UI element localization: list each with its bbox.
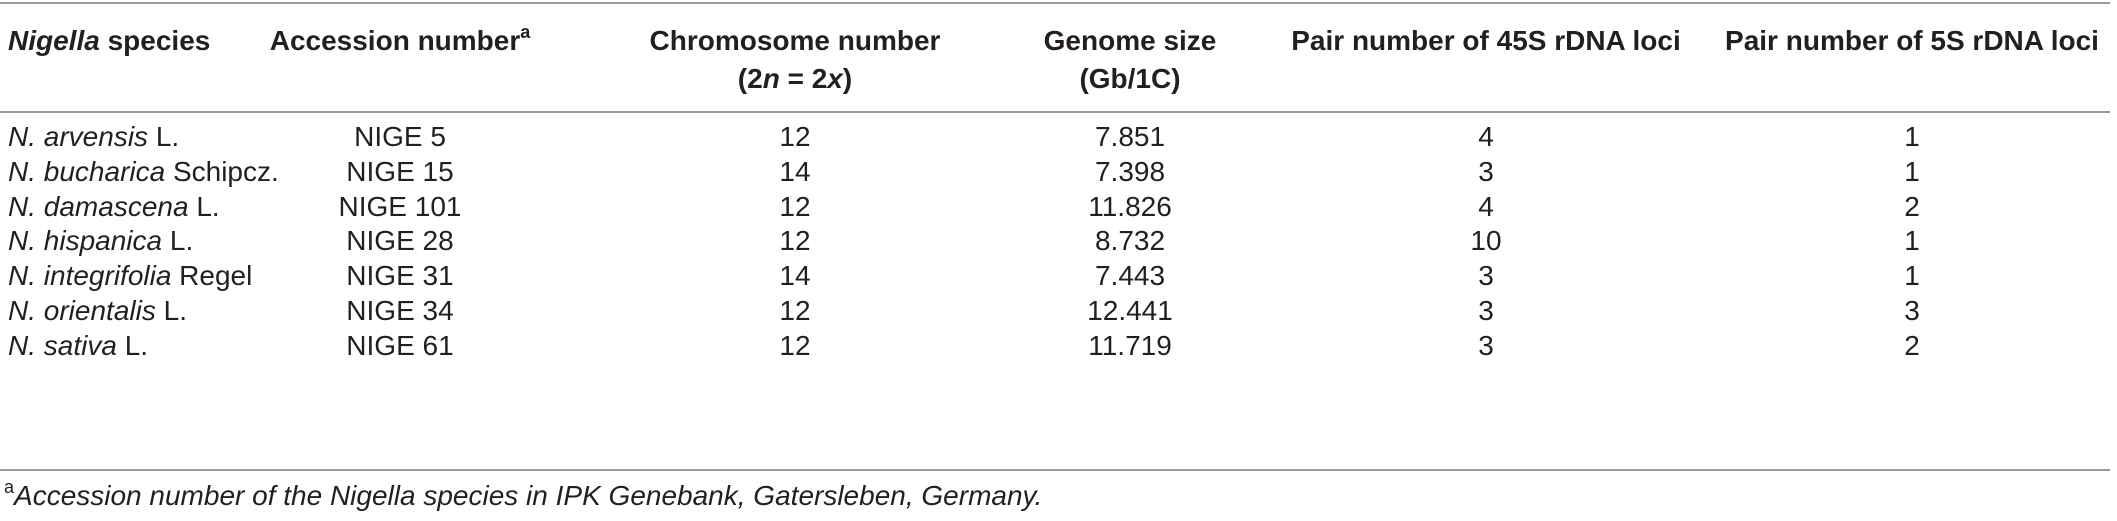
cell-genome-size: 8.732 bbox=[1094, 225, 1166, 257]
cell-genome-size: 7.443 bbox=[1094, 260, 1166, 292]
cell-accession: NIGE 28 bbox=[346, 225, 454, 257]
species-authority: L. bbox=[155, 295, 187, 326]
cell-genome-size: 11.719 bbox=[1088, 329, 1172, 361]
cell-45s-loci: 3 bbox=[1478, 329, 1494, 361]
cell-accession: NIGE 15 bbox=[346, 155, 454, 187]
cell-45s-loci: 3 bbox=[1478, 260, 1494, 292]
species-authority: Schipcz. bbox=[165, 155, 279, 187]
header-45s-loci: Pair number of 45S rDNA loci bbox=[1291, 25, 1681, 56]
species-name: N. damascena bbox=[8, 190, 189, 222]
cell-chromosome-number: 14 bbox=[779, 260, 811, 292]
cell-genome-size: 7.851 bbox=[1094, 121, 1166, 152]
cell-species: N. bucharica Schipcz. bbox=[8, 148, 279, 195]
cell-species: N. damascena L. bbox=[8, 183, 220, 230]
footnote-text: Accession number of the Nigella species … bbox=[14, 480, 1043, 511]
species-name: N. integrifolia bbox=[8, 260, 172, 292]
cell-accession: NIGE 31 bbox=[346, 260, 454, 292]
cell-species: N. integrifolia Regel bbox=[8, 252, 252, 299]
cell-5s-loci: 1 bbox=[1904, 155, 1920, 187]
species-authority: L. bbox=[148, 121, 180, 152]
cell-45s-loci: 4 bbox=[1478, 121, 1494, 152]
header-chromosome-line2: (2n = 2x) bbox=[650, 60, 941, 98]
header-chromosome-mid: = 2 bbox=[779, 63, 828, 94]
header-chromosome-close: ) bbox=[842, 63, 853, 94]
cell-5s-loci: 1 bbox=[1904, 225, 1920, 257]
species-name: N. sativa bbox=[8, 329, 117, 361]
table-bottom-rule bbox=[0, 469, 2110, 471]
table-header-rule bbox=[0, 111, 2110, 113]
footnote-marker: a bbox=[4, 476, 15, 497]
header-chromosome: Chromosome number (2n = 2x) bbox=[650, 22, 941, 98]
species-name: N. hispanica bbox=[8, 225, 163, 257]
cell-5s-loci: 3 bbox=[1904, 295, 1920, 326]
cell-species: N. hispanica L. bbox=[8, 217, 193, 264]
cell-genome-size: 12.441 bbox=[1087, 295, 1173, 326]
cell-chromosome-number: 12 bbox=[779, 329, 811, 361]
cell-accession: NIGE 101 bbox=[338, 190, 462, 222]
header-chromosome-open: (2 bbox=[737, 63, 763, 94]
cell-accession: NIGE 61 bbox=[346, 329, 454, 361]
cell-chromosome-number: 12 bbox=[779, 295, 811, 326]
header-chromosome-x: x bbox=[827, 63, 843, 94]
cell-45s-loci: 10 bbox=[1470, 225, 1502, 257]
header-accession-label: Accession number bbox=[269, 25, 521, 56]
species-authority: L. bbox=[188, 190, 220, 222]
cell-chromosome-number: 12 bbox=[779, 190, 811, 222]
species-authority: Regel bbox=[171, 260, 253, 292]
header-species: Nigella species bbox=[8, 22, 210, 60]
cell-45s-loci: 3 bbox=[1478, 155, 1494, 187]
cell-accession: NIGE 5 bbox=[354, 121, 446, 152]
header-genome-line2: (Gb/1C) bbox=[1079, 63, 1181, 94]
table-footnote: aAccession number of the Nigella species… bbox=[4, 477, 1042, 515]
cell-5s-loci: 1 bbox=[1904, 260, 1920, 292]
cell-45s-loci: 4 bbox=[1478, 190, 1494, 222]
table-row: N. bucharica Schipcz. NIGE 15 14 7.398 3 1 bbox=[0, 148, 2110, 195]
table-row: N. damascena L. NIGE 101 12 11.826 4 2 bbox=[0, 183, 2110, 230]
cell-5s-loci: 1 bbox=[1904, 121, 1920, 152]
cell-species: N. orientalis L. bbox=[8, 287, 187, 334]
table-row: N. hispanica L. NIGE 28 12 8.732 10 1 bbox=[0, 217, 2110, 264]
cell-chromosome-number: 12 bbox=[779, 225, 811, 257]
table-row: N. integrifolia Regel NIGE 31 14 7.443 3 1 bbox=[0, 252, 2110, 299]
header-chromosome-line1: Chromosome number bbox=[649, 25, 941, 56]
header-5s-loci: Pair number of 5S rDNA loci bbox=[1725, 25, 2099, 56]
species-name: N. orientalis bbox=[8, 295, 156, 326]
cell-chromosome-number: 12 bbox=[779, 121, 811, 152]
cell-45s-loci: 3 bbox=[1478, 295, 1494, 326]
header-genome-line1: Genome size bbox=[1043, 25, 1217, 56]
header-species-rest: species bbox=[99, 25, 211, 56]
species-authority: L. bbox=[162, 225, 194, 257]
species-name: N. bucharica bbox=[8, 155, 166, 187]
table-row: N. sativa L. NIGE 61 12 11.719 3 2 bbox=[0, 322, 2110, 369]
cell-chromosome-number: 14 bbox=[779, 155, 811, 187]
table-row: N. arvensis L. NIGE 5 12 7.851 4 1 bbox=[0, 113, 2110, 160]
species-authority: L. bbox=[116, 329, 149, 361]
table-row: N. orientalis L. NIGE 34 12 12.441 3 3 bbox=[0, 287, 2110, 334]
species-name: N. arvensis bbox=[8, 121, 149, 152]
header-accession-sup: a bbox=[520, 21, 531, 42]
cell-5s-loci: 2 bbox=[1904, 329, 1920, 361]
cell-accession: NIGE 34 bbox=[346, 295, 454, 326]
cell-species: N. arvensis L. bbox=[8, 113, 179, 160]
header-species-genus: Nigella bbox=[8, 25, 100, 56]
header-chromosome-n: n bbox=[762, 63, 780, 94]
table-top-rule bbox=[0, 2, 2110, 4]
header-genome-size: Genome size (Gb/1C) bbox=[1044, 22, 1217, 98]
cell-5s-loci: 2 bbox=[1904, 190, 1920, 222]
header-accession: Accession numbera bbox=[270, 22, 531, 60]
cell-genome-size: 11.826 bbox=[1088, 190, 1172, 222]
cell-species: N. sativa L. bbox=[8, 322, 148, 369]
cell-genome-size: 7.398 bbox=[1094, 155, 1166, 187]
